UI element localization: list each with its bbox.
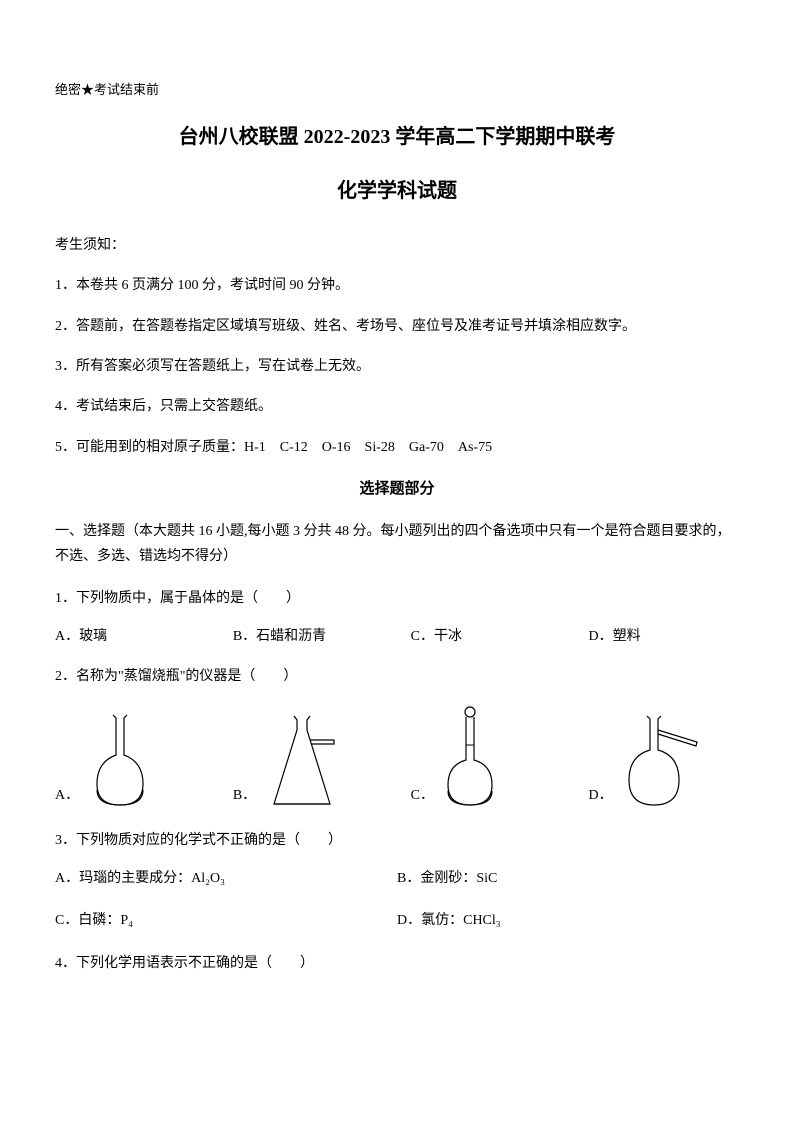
q2-label-d: D．: [588, 785, 612, 809]
section-header: 选择题部分: [55, 477, 739, 501]
notice-item-4: 4．考试结束后，只需上交答题纸。: [55, 396, 739, 418]
exam-title-subject: 化学学科试题: [55, 175, 739, 207]
q3-option-c: C．白磷：P₄: [55, 910, 397, 932]
notice-item-5: 5．可能用到的相对原子质量：H-1 C-12 O-16 Si-28 Ga-70 …: [55, 437, 739, 459]
buchner-flask-icon: [262, 710, 357, 810]
q2-label-b: B．: [233, 785, 256, 809]
exam-title-main: 台州八校联盟 2022-2023 学年高二下学期期中联考: [55, 121, 739, 153]
q2-label-c: C．: [411, 785, 434, 809]
question-4-stem: 4．下列化学用语表示不正确的是（ ）: [55, 953, 739, 975]
q1-option-a: A．玻璃: [55, 626, 233, 648]
q3-option-b: B．金刚砂：SiC: [397, 868, 739, 890]
question-2-options: A． B． C． D．: [55, 705, 739, 810]
q2-option-b: B．: [233, 710, 411, 810]
question-3-options-row2: C．白磷：P₄ D．氯仿：CHCl₃: [55, 910, 739, 932]
question-1-options: A．玻璃 B．石蜡和沥青 C．干冰 D．塑料: [55, 626, 739, 648]
section-instruction: 一、选择题（本大题共 16 小题,每小题 3 分共 48 分。每小题列出的四个备…: [55, 519, 739, 569]
notice-item-1: 1．本卷共 6 页满分 100 分，考试时间 90 分钟。: [55, 275, 739, 297]
volumetric-flask-icon: [440, 705, 500, 810]
notice-item-2: 2．答题前，在答题卷指定区域填写班级、姓名、考场号、座位号及准考证号并填涂相应数…: [55, 316, 739, 338]
question-1-stem: 1．下列物质中，属于晶体的是（ ）: [55, 588, 739, 610]
q2-option-c: C．: [411, 705, 589, 810]
q1-option-d: D．塑料: [588, 626, 738, 648]
notice-item-3: 3．所有答案必须写在答题纸上，写在试卷上无效。: [55, 356, 739, 378]
q3-option-d: D．氯仿：CHCl₃: [397, 910, 739, 932]
notice-heading: 考生须知：: [55, 235, 739, 257]
question-2-stem: 2．名称为"蒸馏烧瓶"的仪器是（ ）: [55, 666, 739, 688]
question-3-options-row1: A．玛瑙的主要成分：Al₂O₃ B．金刚砂：SiC: [55, 868, 739, 890]
q2-option-d: D．: [588, 710, 738, 810]
florence-flask-icon: [85, 710, 155, 810]
q2-label-a: A．: [55, 785, 79, 809]
q2-option-a: A．: [55, 710, 233, 810]
question-3-stem: 3．下列物质对应的化学式不正确的是（ ）: [55, 830, 739, 852]
distillation-flask-icon: [619, 710, 714, 810]
q1-option-c: C．干冰: [411, 626, 589, 648]
q3-option-a: A．玛瑙的主要成分：Al₂O₃: [55, 868, 397, 890]
q1-option-b: B．石蜡和沥青: [233, 626, 411, 648]
confidential-note: 绝密★考试结束前: [55, 80, 739, 101]
